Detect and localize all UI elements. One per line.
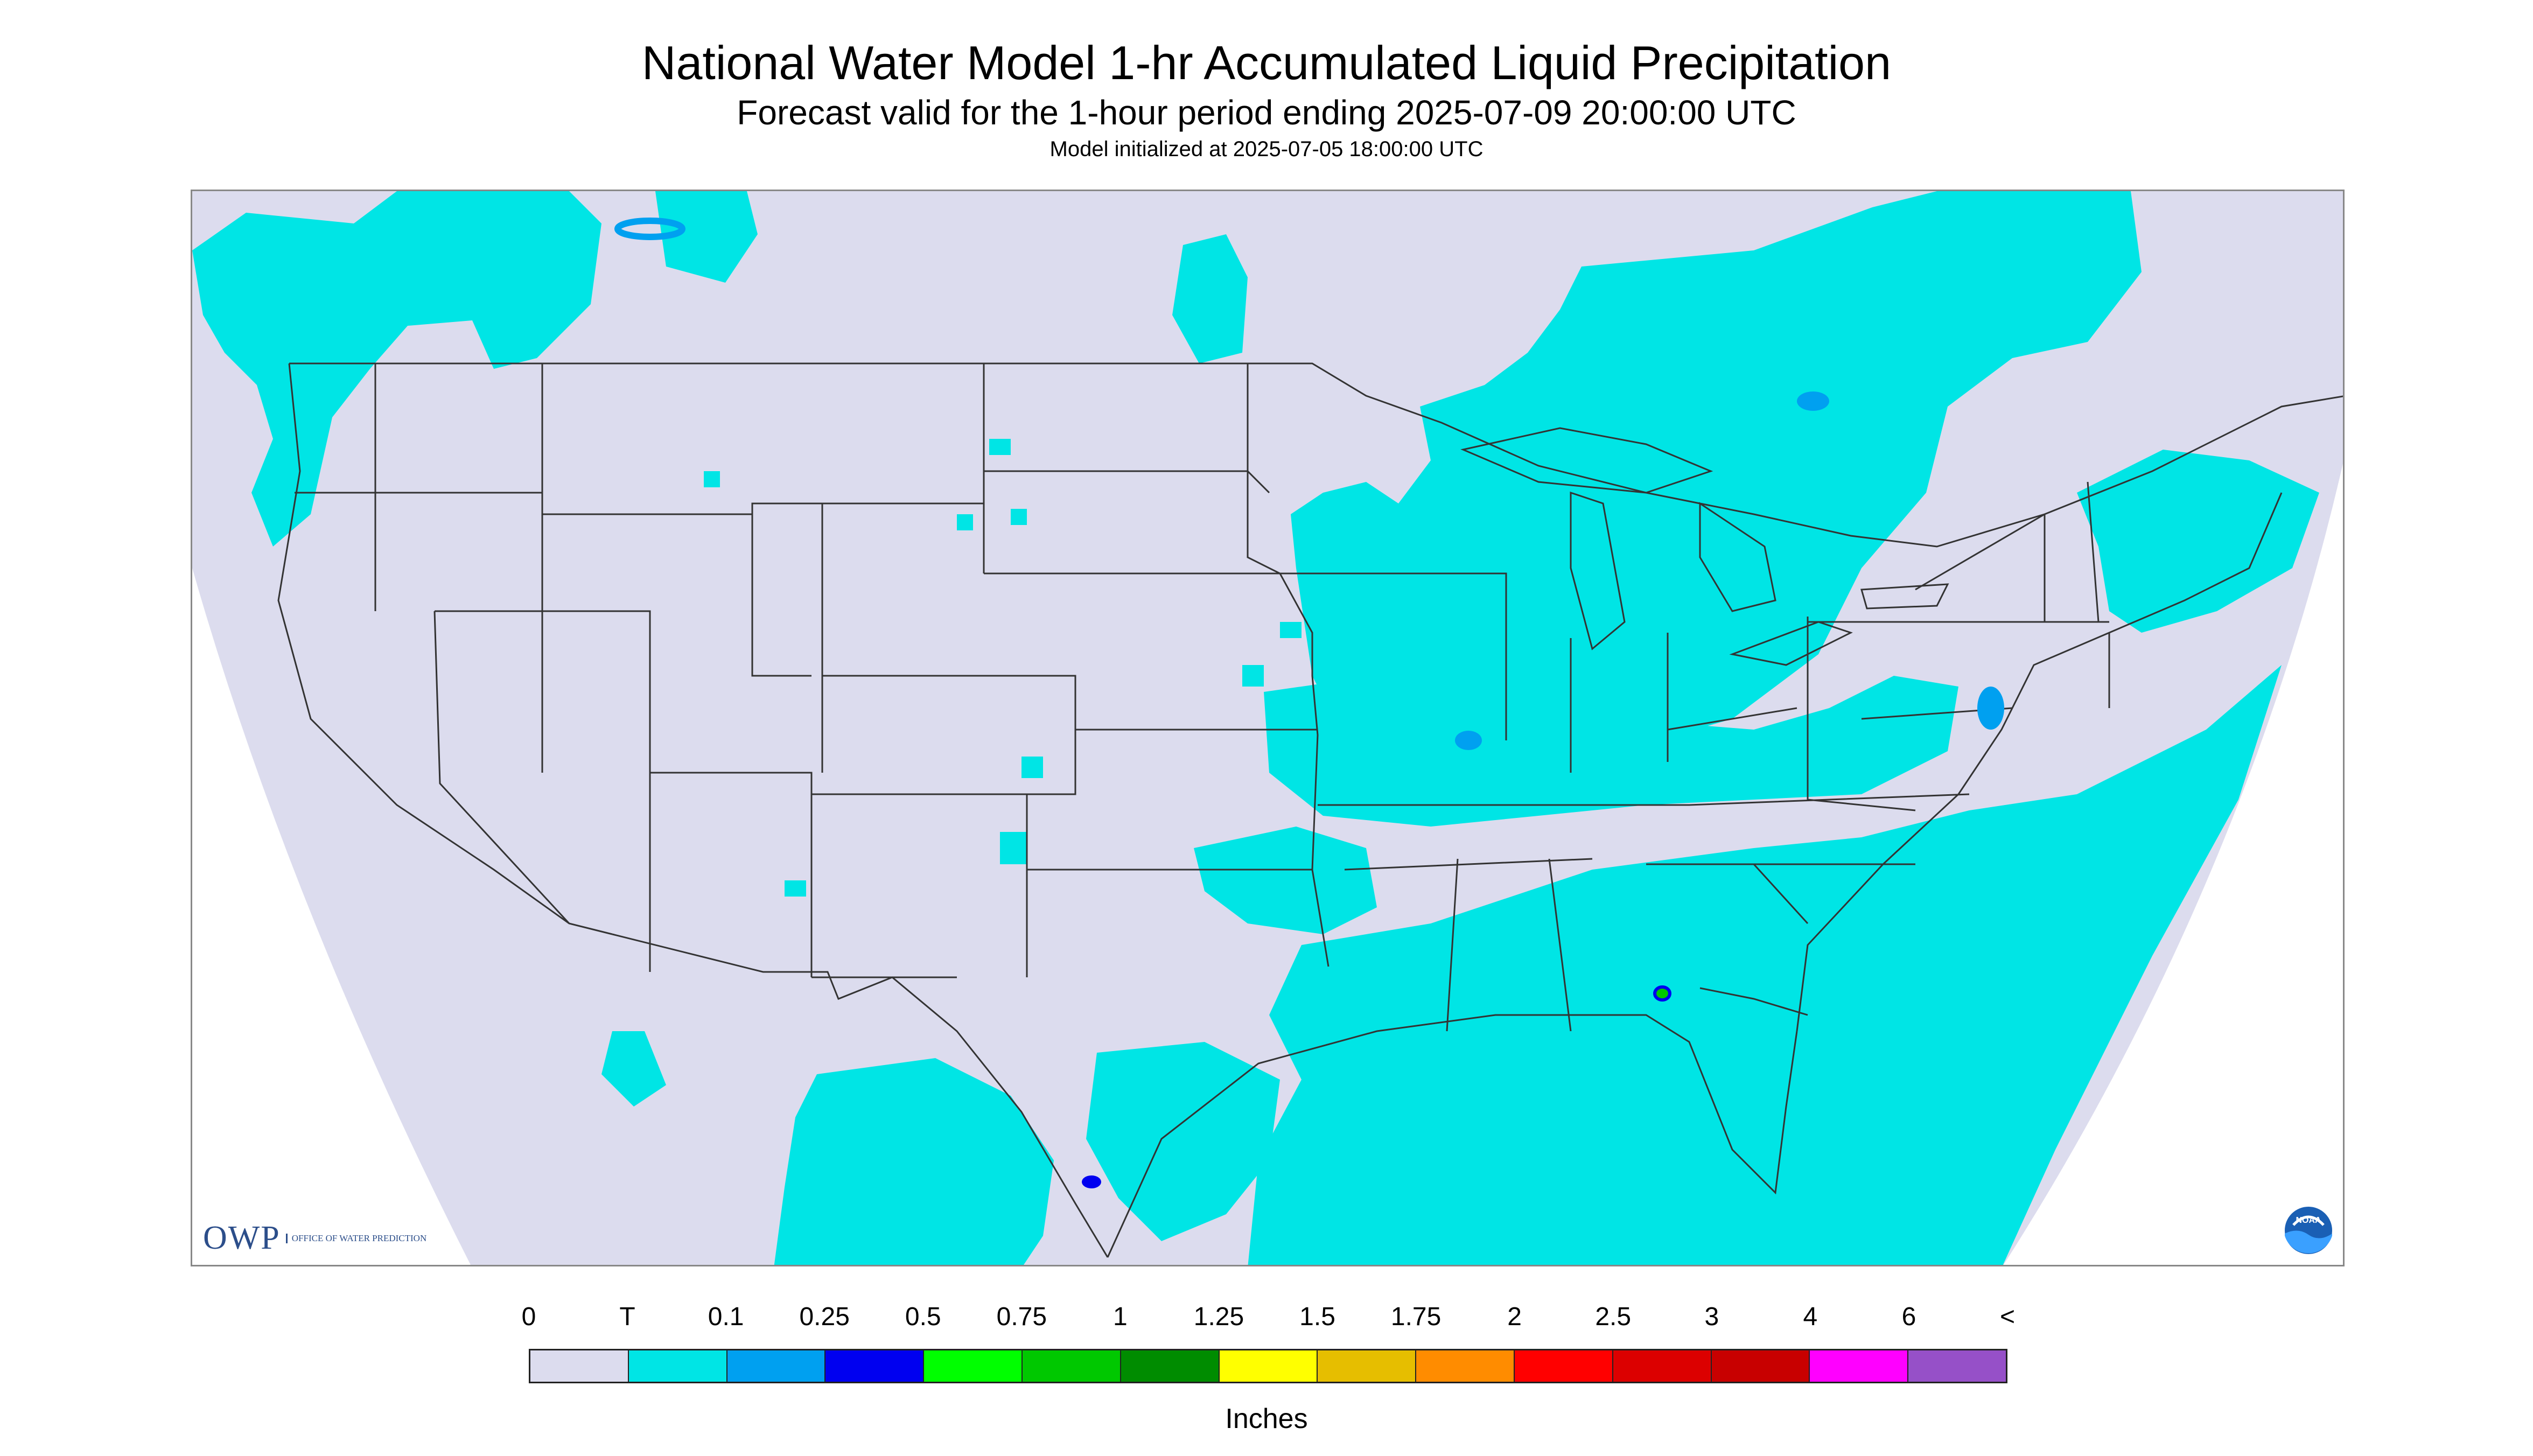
owp-logo: OWP OFFICE OF WATER PREDICTION (203, 1219, 426, 1257)
legend-label: 0.1 (708, 1303, 744, 1331)
precip-spot-light (1977, 687, 2004, 730)
legend-label: 0.25 (799, 1303, 850, 1331)
legend-label: 1.5 (1299, 1303, 1335, 1331)
precipitation-map: OWP OFFICE OF WATER PREDICTION NOAA (191, 190, 2345, 1266)
precip-spot-light (1455, 731, 1482, 750)
precip-area-montana-north (1172, 234, 1248, 363)
legend-swatch (1711, 1350, 1810, 1382)
precip-cell (989, 439, 1011, 455)
legend-label: 0 (521, 1303, 536, 1331)
legend-label: 4 (1803, 1303, 1818, 1331)
precip-cell (2012, 870, 2045, 891)
legend-label: 6 (1901, 1303, 1916, 1331)
lake-superior (1460, 427, 1713, 494)
legend-swatch (530, 1350, 629, 1382)
legend-swatch (1121, 1350, 1220, 1382)
legend-swatch (924, 1350, 1023, 1382)
legend-swatch (1416, 1350, 1515, 1382)
map-canvas (192, 191, 2343, 1265)
legend-swatch (628, 1350, 727, 1382)
precip-spot-light (1797, 391, 1829, 411)
precipitation-areas (192, 191, 2319, 1265)
precip-cell (1011, 509, 1027, 525)
legend-units: Inches (1225, 1403, 1308, 1434)
precip-spot-heavy (1653, 985, 1671, 1002)
legend-swatch (1514, 1350, 1613, 1382)
chart-title: National Water Model 1-hr Accumulated Li… (641, 36, 1892, 89)
precip-cell (785, 880, 806, 897)
precip-area-great-lakes (1291, 191, 2142, 794)
precip-colorbar (529, 1349, 2007, 1383)
legend-label: 0.75 (996, 1303, 1047, 1331)
legend-label: 1.25 (1193, 1303, 1244, 1331)
state-boundaries (277, 362, 2343, 1258)
legend-label: 1.75 (1390, 1303, 1442, 1331)
state-lines-west (295, 363, 1312, 978)
coastline-atlantic (1796, 492, 2283, 1032)
precip-area-ohio-valley (1264, 676, 1958, 827)
legend-label: 0.5 (905, 1303, 941, 1331)
legend-swatch (825, 1350, 925, 1382)
precip-area-southeast (1248, 665, 2282, 1265)
model-init-subtitle: Model initialized at 2025-07-05 18:00:00… (1049, 137, 1484, 161)
owp-logo-text: OWP (203, 1220, 281, 1256)
precip-cell (1000, 832, 1027, 864)
lake-huron (1699, 502, 1776, 612)
precip-area-northeast (2077, 450, 2319, 633)
precip-cell (704, 471, 720, 487)
precip-area-plains (1194, 827, 1377, 934)
state-lines-east (1646, 481, 2110, 1016)
noaa-logo-text: NOAA (2296, 1216, 2321, 1225)
legend-swatch (1022, 1350, 1121, 1382)
intensity-spots (614, 218, 2004, 1188)
legend-swatch (1810, 1350, 1909, 1382)
precip-cell (957, 514, 973, 530)
legend-swatch (1219, 1350, 1318, 1382)
forecast-valid-subtitle: Forecast valid for the 1-hour period end… (737, 93, 1796, 132)
border-us-canada (289, 362, 2343, 548)
owp-logo-subtext: OFFICE OF WATER PREDICTION (285, 1233, 426, 1243)
legend-label: 3 (1704, 1303, 1719, 1331)
precip-area-pacific-nw (192, 191, 601, 547)
precip-area-gulf-coast (1086, 1042, 1280, 1241)
lake-ontario (1860, 583, 1949, 610)
legend-swatch (1908, 1350, 2006, 1382)
precip-area-mexico-north (774, 1058, 1054, 1265)
lake-michigan (1570, 491, 1626, 650)
precip-cell (1280, 622, 1302, 638)
legend-swatch (1613, 1350, 1712, 1382)
noaa-logo: NOAA (2283, 1205, 2334, 1256)
precip-spot-light (1082, 1175, 1101, 1188)
legend-label: 2 (1507, 1303, 1522, 1331)
precip-area-bc-coast (655, 191, 758, 283)
precip-cell (1021, 757, 1043, 778)
lake-erie (1729, 621, 1853, 666)
legend-label: < (1999, 1303, 2016, 1331)
legend-labels: 0 T 0.1 0.25 0.5 0.75 1 1.25 1.5 1.75 2 2.5 3 4 6 < (506, 1302, 2025, 1334)
legend-label: 1 (1113, 1303, 1128, 1331)
legend-swatch (727, 1350, 826, 1382)
legend-label: 2.5 (1595, 1303, 1632, 1331)
legend-swatch (1318, 1350, 1417, 1382)
coastline-gulf (1107, 1014, 1798, 1258)
legend-label: T (619, 1303, 635, 1331)
precip-cell (1242, 665, 1264, 687)
precip-area-sierra-madre (601, 1031, 666, 1107)
precip-spot-light (614, 218, 685, 240)
state-lines-central (984, 363, 1797, 1032)
